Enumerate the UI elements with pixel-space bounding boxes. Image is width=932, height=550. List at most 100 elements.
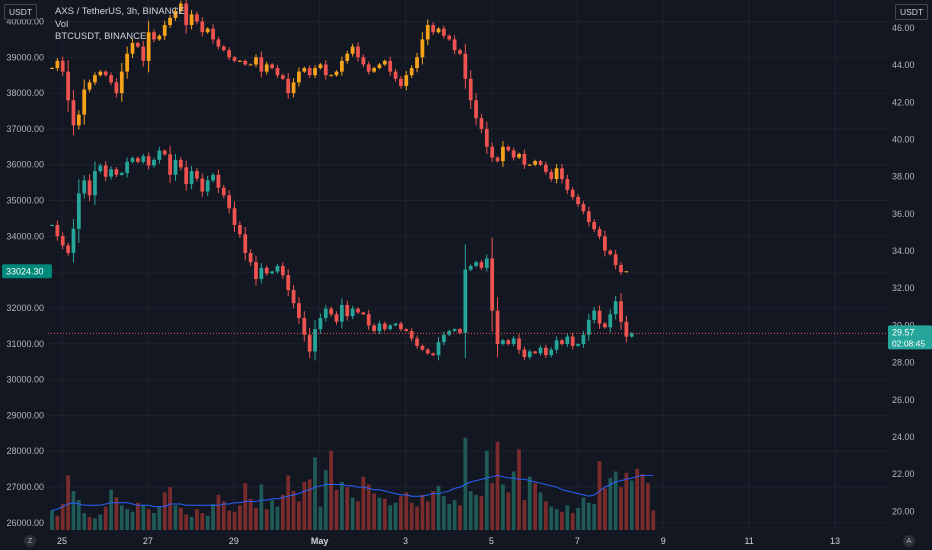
btc-candle (431, 25, 436, 33)
axs-candle (463, 269, 468, 333)
axs-candle (136, 158, 140, 162)
btc-candle (189, 14, 194, 26)
axs-candle (356, 308, 360, 313)
x-axis-tick-label: 11 (744, 536, 753, 546)
axs-candle (415, 338, 419, 346)
btc-candle (55, 60, 60, 69)
volume-bar (543, 501, 548, 530)
volume-ma-line (51, 474, 654, 511)
volume-bar (66, 475, 70, 530)
volume-bar (393, 502, 398, 530)
btc-candle (463, 53, 468, 79)
axs-candle (50, 225, 54, 227)
volume-bar (447, 504, 452, 530)
axs-candle (146, 156, 151, 166)
btc-candle (302, 68, 307, 72)
btc-candle (404, 75, 409, 86)
left-currency-badge[interactable]: USDT (4, 4, 38, 20)
axs-candle (345, 304, 350, 317)
volume-bar (468, 491, 473, 530)
volume-bar (570, 513, 575, 530)
btc-candle (200, 21, 205, 33)
right-axis-tick-label: 40.00 (892, 134, 915, 144)
volume-bar (141, 505, 146, 530)
axs-candle (114, 169, 119, 175)
volume-bar (549, 506, 554, 530)
volume-bar (280, 494, 285, 530)
right-axis-tick-label: 44.00 (892, 60, 915, 70)
x-axis-tick-label: 29 (229, 536, 239, 546)
volume-bar (211, 504, 215, 530)
btc-candle (168, 17, 172, 26)
right-axis-tick-label: 28.00 (892, 358, 915, 368)
volume-bar (200, 513, 205, 530)
btc-candle (501, 146, 505, 162)
volume-bar (216, 494, 221, 530)
btc-candle (339, 60, 344, 72)
volume-bar (624, 472, 629, 530)
compare-symbol-label[interactable]: BTCUSDT, BINANCE (55, 31, 147, 42)
volume-bar (329, 450, 334, 530)
left-axis-tick-label: 26000.00 (6, 518, 44, 528)
axs-candle (55, 225, 60, 237)
btc-candle (576, 196, 580, 205)
btc-candle (141, 46, 146, 61)
volume-indicator-label[interactable]: Vol (55, 18, 69, 30)
btc-candle (527, 164, 532, 166)
btc-candle (543, 164, 548, 172)
axs-candle (259, 267, 264, 279)
zoom-icon[interactable]: Z (24, 535, 36, 547)
volume-bar (415, 506, 419, 530)
volume-bar (270, 500, 274, 530)
right-axis-tick-label: 34.00 (892, 246, 915, 256)
volume-bar (399, 496, 403, 530)
auto-scale-icon[interactable]: A (903, 535, 915, 547)
btc-candle (173, 10, 178, 18)
volume-bar (554, 509, 559, 530)
volume-bar (511, 471, 516, 530)
axs-candle (173, 159, 178, 175)
btc-candle (178, 3, 183, 11)
compare-last-value: 33024.30 (6, 266, 44, 276)
axs-candle (608, 314, 613, 328)
right-currency-badge[interactable]: USDT (895, 4, 929, 20)
btc-candle (227, 50, 232, 58)
btc-candle (592, 222, 597, 230)
x-axis-tick-label: 25 (57, 536, 67, 546)
x-axis-tick-label: 9 (661, 536, 666, 546)
right-axis-tick-label: 42.00 (892, 97, 915, 107)
volume-bar (629, 480, 634, 530)
axs-candle (409, 331, 414, 339)
volume-bar (178, 507, 183, 530)
left-axis-tick-label: 30000.00 (6, 375, 44, 385)
volume-bar (71, 491, 76, 530)
btc-candle (495, 157, 500, 162)
volume-bar (103, 506, 108, 530)
right-axis-tick-label: 46.00 (892, 23, 915, 33)
btc-candle (388, 60, 393, 72)
volume-bar (82, 513, 87, 530)
btc-candle (608, 250, 613, 255)
btc-candle (238, 60, 242, 62)
btc-candle (393, 71, 398, 79)
btc-candle (382, 60, 387, 65)
axs-candle (560, 340, 564, 345)
right-axis-tick-label: 32.00 (892, 283, 915, 293)
btc-candle (560, 168, 564, 180)
symbol-title[interactable]: AXS / TetherUS, 3h, BINANCE (55, 6, 185, 17)
x-axis-tick-label: 3 (403, 536, 408, 546)
left-axis-tick-label: 34000.00 (6, 231, 44, 241)
btc-candle (323, 64, 328, 76)
btc-candle (216, 39, 221, 47)
axs-candle (479, 262, 484, 268)
btc-candle (221, 46, 226, 51)
btc-candle (264, 64, 269, 72)
volume-bar (474, 494, 478, 530)
axs-candle (82, 180, 87, 194)
btc-candle (286, 78, 291, 94)
volume-bar (221, 501, 226, 530)
axs-candle (474, 262, 478, 266)
btc-candle (603, 236, 607, 251)
btc-candle (291, 82, 296, 94)
